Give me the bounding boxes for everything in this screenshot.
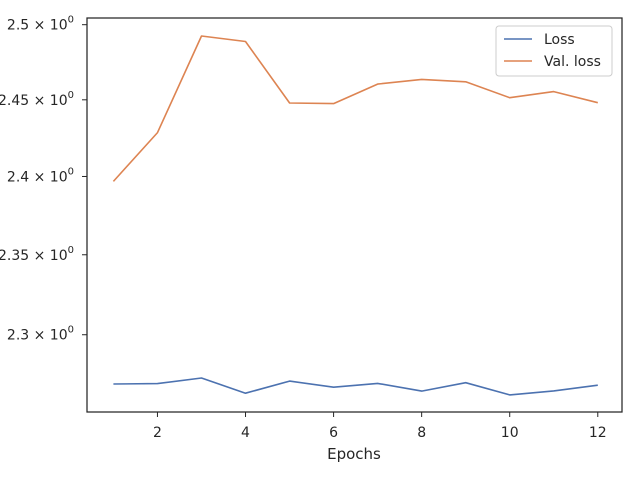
legend-item: Loss (504, 32, 575, 48)
y-tick-label: 2.45 × 100 (0, 90, 74, 109)
x-tick-label: 8 (417, 425, 426, 441)
y-tick-label: 2.4 × 100 (7, 166, 74, 185)
series-line-2 (112, 35, 598, 182)
x-tick-label: 6 (329, 425, 338, 441)
x-axis-label: Epochs (327, 445, 381, 463)
legend-label: Loss (544, 32, 575, 48)
y-tick-label: 2.3 × 100 (7, 325, 74, 344)
legend: Loss Val. loss (495, 25, 613, 77)
x-tick-label: 10 (501, 425, 519, 441)
y-tick-label: 2.35 × 100 (0, 245, 74, 264)
plot-frame (86, 17, 623, 413)
series-line-1 (113, 377, 598, 396)
x-tick-label: 12 (589, 425, 607, 441)
x-tick-label: 2 (153, 425, 162, 441)
series-1 (113, 377, 598, 396)
y-tick-label: 2.5 × 100 (7, 15, 74, 34)
series-2 (112, 35, 598, 182)
legend-item: Val. loss (504, 54, 601, 70)
x-tick-label: 4 (241, 425, 250, 441)
legend-label: Val. loss (544, 54, 601, 70)
